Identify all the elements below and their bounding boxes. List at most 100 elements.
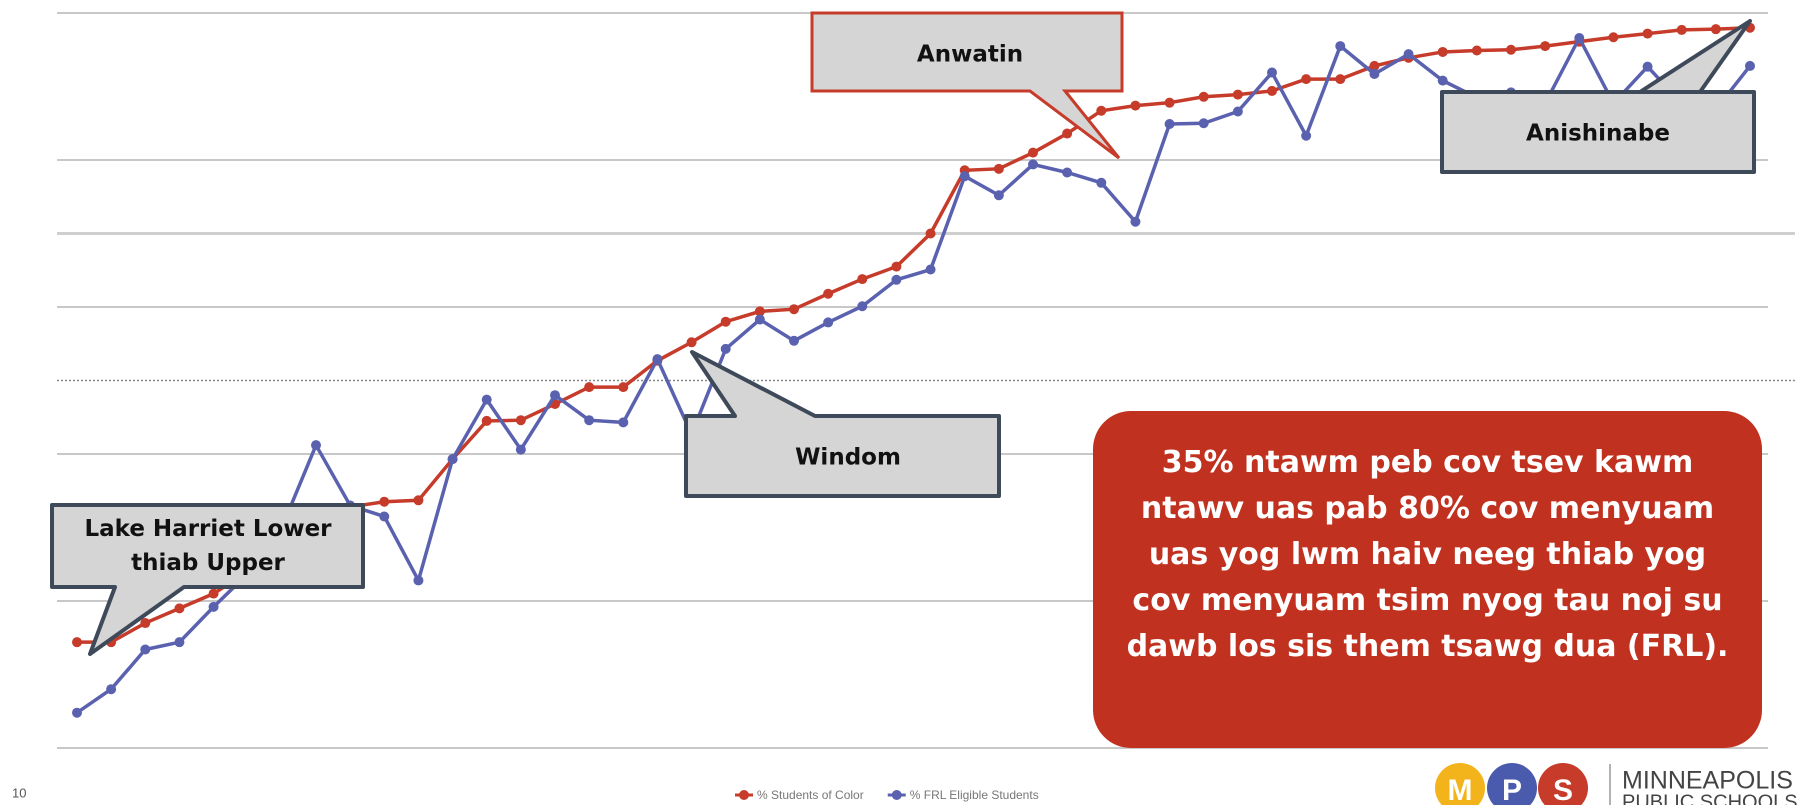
point [1471,45,1482,56]
point [959,171,970,182]
point [720,343,731,354]
point [1369,69,1380,80]
point [481,415,492,426]
point [823,288,834,299]
point [1028,147,1038,158]
logo-name: MINNEAPOLIS [1622,767,1793,795]
logo-circle [1487,763,1537,805]
point [1062,128,1073,139]
point [140,644,151,655]
page-number: 10 [12,785,26,800]
point [857,274,868,285]
point [1403,49,1414,60]
highlight-box [1093,411,1762,748]
logo-circle [1538,763,1588,805]
point [1267,85,1277,96]
point [481,394,492,405]
point [584,382,595,393]
point [106,684,117,695]
point [1710,24,1721,35]
point [754,314,765,325]
callout: Anwatin [917,42,1023,68]
point [140,618,151,629]
legend-marker [739,790,749,800]
point [925,264,936,275]
point [618,417,629,428]
callout-box [50,503,365,656]
point [413,495,424,506]
point [857,301,868,312]
point [1198,118,1209,129]
legend-label: % Students of Color [757,788,864,802]
point [1232,89,1243,100]
point [174,603,185,614]
point [1301,74,1312,85]
point [515,444,526,455]
point [891,261,902,272]
legend-marker [891,790,902,800]
point [1540,41,1551,52]
logo: M P S MINNEAPOLIS PUBLIC SCHOOLS [1435,763,1798,805]
point [1335,74,1346,85]
point [72,637,82,648]
point [379,496,390,507]
point [1437,46,1448,57]
point [311,440,321,451]
point [72,707,82,718]
callout: Lake Harriet Lower thiab Upper [84,516,332,576]
legend: % Students of Color % FRL Eligible Studen… [735,788,1039,802]
point [754,306,765,317]
point [208,601,219,612]
callout-box [1440,19,1756,174]
callout-wrap: Lake Harriet Lower thiab Upper [84,516,332,576]
logo-subname: PUBLIC SCHOOLS [1622,791,1798,805]
point [515,415,526,426]
point [1574,32,1585,43]
point [720,316,731,327]
point [1608,32,1619,43]
point [993,190,1004,201]
point [1130,216,1141,227]
callout: Windom [795,445,901,471]
point [993,163,1004,174]
point [1062,167,1073,178]
point [1028,159,1038,170]
point [891,274,902,285]
legend-label: % FRL Eligible Students [910,788,1039,802]
point [1335,41,1346,52]
point [1642,28,1653,39]
point [1232,106,1243,117]
point [789,304,799,315]
point [1506,44,1516,55]
point [1437,75,1448,86]
point [686,337,697,348]
point [1130,100,1141,111]
point [1301,130,1312,141]
point [447,454,458,465]
point [1198,91,1209,102]
logo-circle [1435,763,1485,805]
point [1164,118,1175,129]
logo-letter: P [1502,774,1522,805]
point [1676,24,1687,35]
point [584,415,595,426]
point [1745,60,1755,71]
logo-letter: M [1448,774,1473,805]
point [789,335,799,346]
highlight-text: 35% ntawm peb cov tsev kawm ntawv uas pa… [1126,445,1729,664]
logo-letter: S [1553,774,1573,805]
callout-box [810,11,1124,160]
point [1642,61,1653,72]
callout: Anishinabe [1526,121,1670,147]
point [1096,177,1107,188]
point [618,382,629,393]
point [925,228,936,239]
callouts: Anwatin Anishinabe Windom Lake Harriet L… [50,11,1762,748]
point [379,511,390,522]
point [1267,67,1277,78]
point [550,390,560,401]
point [1164,97,1175,108]
point [823,317,834,328]
point [413,575,424,586]
